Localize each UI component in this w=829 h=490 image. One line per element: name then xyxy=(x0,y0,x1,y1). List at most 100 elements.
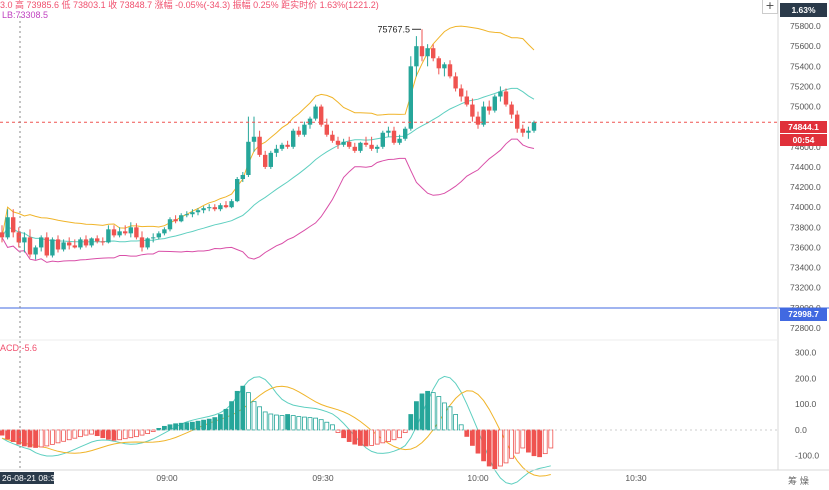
candle-body xyxy=(313,106,318,119)
macd-bar xyxy=(10,429,16,442)
candle-body xyxy=(274,148,279,153)
candle xyxy=(419,29,425,62)
candle xyxy=(111,225,117,238)
candle-body xyxy=(167,219,173,230)
candle-body xyxy=(179,215,184,222)
candle-body xyxy=(251,136,257,142)
macd-bar xyxy=(106,429,111,440)
macd-bar xyxy=(497,429,503,467)
price-tick-label: 73000.0 xyxy=(790,303,821,313)
macd-bar xyxy=(212,417,218,431)
price-tick-label: 74600.0 xyxy=(790,142,821,152)
candle-body xyxy=(391,130,397,143)
macd-bar xyxy=(475,429,481,454)
candle-body xyxy=(72,245,77,248)
candle-body xyxy=(263,154,268,167)
dif-line xyxy=(1,375,551,485)
macd-bar xyxy=(324,421,330,431)
macd-bar xyxy=(251,401,257,431)
candle-body xyxy=(319,106,324,125)
candle xyxy=(263,150,268,169)
macd-bar xyxy=(397,429,403,439)
candle xyxy=(100,237,105,246)
macd-bar xyxy=(273,414,279,431)
candle xyxy=(352,142,357,153)
candle-body xyxy=(503,91,509,105)
macd-bar xyxy=(341,429,347,439)
candle xyxy=(503,88,509,107)
candle xyxy=(145,237,150,250)
candle xyxy=(470,98,475,122)
candle-body xyxy=(459,88,464,97)
candle xyxy=(78,237,83,250)
candle xyxy=(515,110,520,133)
candle-body xyxy=(201,208,206,211)
macd-bar xyxy=(290,415,296,431)
macd-bar xyxy=(38,429,44,448)
candle-body xyxy=(531,122,537,131)
candle-body xyxy=(347,141,352,147)
candle xyxy=(128,222,133,238)
candle xyxy=(302,121,307,137)
macd-bar xyxy=(78,429,83,438)
candle xyxy=(296,126,301,137)
price-tick-label: 72800.0 xyxy=(790,323,821,333)
candle-body xyxy=(425,48,430,57)
candle-body xyxy=(453,76,458,89)
macd-bar xyxy=(380,429,386,444)
macd-tick-label: 200.0 xyxy=(795,373,817,383)
price-tick-label: 74000.0 xyxy=(790,202,821,212)
macd-bar xyxy=(240,385,246,431)
candle xyxy=(61,239,66,252)
candle xyxy=(313,104,318,121)
macd-bar xyxy=(150,429,156,432)
candle-body xyxy=(123,231,128,234)
macd-bar xyxy=(189,421,195,431)
candle-body xyxy=(223,205,229,208)
candle-body xyxy=(436,58,441,69)
candle xyxy=(5,209,10,240)
price-tick-label: 75000.0 xyxy=(790,102,821,112)
bottom-tools[interactable]: 筹 燥 xyxy=(788,477,809,487)
candle xyxy=(403,126,408,141)
macd-lines xyxy=(1,375,551,485)
candle xyxy=(436,56,441,75)
candle-body xyxy=(50,239,55,256)
macd-bar xyxy=(262,411,268,431)
macd-bar xyxy=(307,417,313,431)
candle xyxy=(375,144,380,153)
candle-body xyxy=(520,128,525,133)
candle xyxy=(72,239,77,249)
candle xyxy=(67,237,72,250)
macd-bar xyxy=(447,406,453,431)
macd-bar xyxy=(318,419,324,431)
macd-bar xyxy=(178,422,184,431)
candle xyxy=(414,36,419,77)
macd-bar xyxy=(509,429,515,459)
macd-bar xyxy=(201,419,207,431)
candle xyxy=(481,101,486,127)
candle xyxy=(431,44,436,62)
add-indicator-button[interactable]: + xyxy=(762,0,778,14)
candle-body xyxy=(55,239,61,250)
candle xyxy=(212,204,217,212)
candle-body xyxy=(67,242,72,246)
candle xyxy=(408,56,413,131)
candle-body xyxy=(39,237,44,248)
macd-bar xyxy=(145,429,151,434)
candle xyxy=(156,231,161,240)
candle-body xyxy=(279,144,285,149)
macd-bar xyxy=(257,406,263,431)
candle-body xyxy=(162,229,167,234)
macd-bar xyxy=(301,416,307,431)
candle xyxy=(257,130,262,157)
candle-body xyxy=(235,179,240,202)
candle xyxy=(134,223,139,240)
candle-body xyxy=(27,237,33,255)
macd-bar xyxy=(117,429,122,441)
candle-body xyxy=(5,217,10,238)
price-tick-label: 74200.0 xyxy=(790,182,821,192)
macd-bar xyxy=(385,429,391,442)
price-tick-label: 73200.0 xyxy=(790,283,821,293)
